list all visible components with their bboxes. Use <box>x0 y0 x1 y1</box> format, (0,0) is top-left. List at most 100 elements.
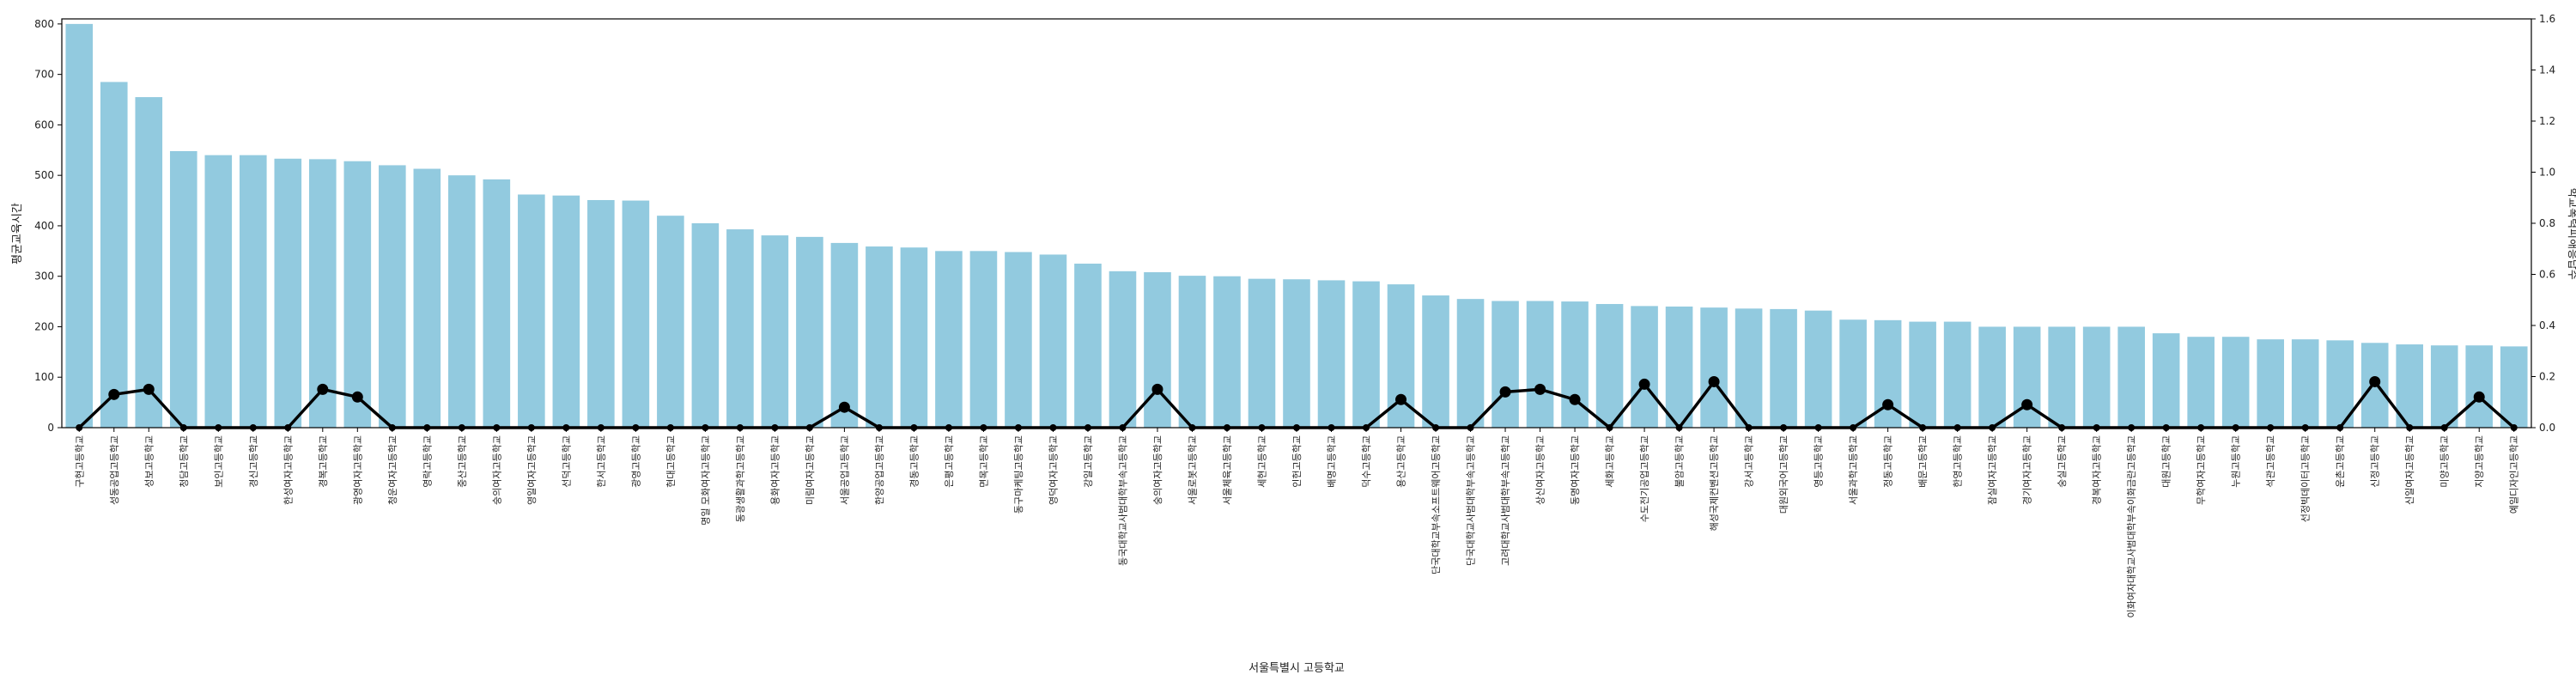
bar <box>2430 345 2458 428</box>
x-tick-label: 동국대학교사범대학부속고등학교 <box>1117 435 1128 566</box>
x-tick-label: 서울로봇고등학교 <box>1187 435 1198 505</box>
bar <box>1595 304 1624 428</box>
x-tick-label: 경신고등학교 <box>248 435 259 488</box>
x-tick-label: 미양고등학교 <box>2439 435 2451 488</box>
bar <box>1943 321 1971 428</box>
x-tick-label: 한양공업고등학교 <box>874 435 885 505</box>
bar <box>1178 276 1206 428</box>
bar <box>1526 301 1554 428</box>
bar <box>1909 321 1936 428</box>
bar <box>866 246 893 428</box>
bar <box>1283 279 1310 428</box>
line-point <box>1534 383 1546 395</box>
line-point <box>2021 398 2033 410</box>
y-right-tick-label: 1.0 <box>2539 167 2555 179</box>
bar <box>1978 326 2006 428</box>
line-point <box>317 383 329 395</box>
x-tick-label: 영등고등학교 <box>1814 435 1825 488</box>
line-point <box>1499 386 1511 398</box>
x-tick-label: 한서고등학교 <box>596 435 607 488</box>
x-tick-label: 용화여자고등학교 <box>769 435 781 505</box>
bar <box>2500 346 2528 428</box>
x-tick-label: 해성국제컨벤션고등학교 <box>1708 435 1720 531</box>
bar <box>969 251 998 428</box>
bar <box>1109 271 1137 428</box>
y-left-tick-label: 600 <box>34 119 54 131</box>
bar <box>2048 326 2075 428</box>
x-tick-label: 청운여자고등학교 <box>387 435 398 505</box>
bar <box>552 195 580 428</box>
line-point <box>2473 391 2485 403</box>
line-point <box>1569 393 1581 405</box>
bar <box>657 216 684 428</box>
y-left-tick-label: 200 <box>34 320 54 332</box>
bar <box>65 23 94 428</box>
bar <box>935 251 963 428</box>
bar <box>796 236 823 428</box>
y-left-tick-label: 500 <box>34 169 54 181</box>
y-right-tick-label: 1.4 <box>2539 64 2555 76</box>
x-tick-label: 구현고등학교 <box>74 435 85 488</box>
y-right-tick-label: 0.8 <box>2539 217 2555 229</box>
x-tick-label: 단국대학교사범대학부속고등학교 <box>1466 435 1477 566</box>
x-tick-label: 석관고등학교 <box>2265 435 2276 488</box>
x-tick-label: 서울공업고등학교 <box>839 435 850 505</box>
y-axis-label-left: 평균교육시간 <box>11 203 24 264</box>
bar <box>169 150 197 428</box>
x-tick-label: 정동고등학교 <box>1883 435 1894 488</box>
bar <box>1039 254 1067 428</box>
x-tick-label: 잠실여자고등학교 <box>1987 435 1998 505</box>
x-tick-label: 수도전기공업고등학교 <box>1639 435 1650 522</box>
x-tick-label: 은평고등학교 <box>944 435 955 488</box>
x-tick-label: 서울체육고등학교 <box>1222 435 1233 505</box>
y-left-tick-label: 100 <box>34 371 54 383</box>
y-left-tick-label: 700 <box>34 69 54 81</box>
y-right-tick-labels: 0.0 0.2 0.4 0.6 0.8 1.0 1.2 1.4 1.6 <box>2531 13 2555 434</box>
x-tick-label: 명일 모화여자고등학교 <box>699 435 711 526</box>
y-right-tick-label: 0.0 <box>2539 422 2555 434</box>
x-tick-label: 현대고등학교 <box>665 435 677 488</box>
bar <box>448 175 476 428</box>
bar <box>379 165 406 429</box>
x-tick-label: 예일디자인고등학교 <box>2508 435 2520 514</box>
x-axis-label: 서울특별시 고등학교 <box>1249 662 1345 675</box>
bar <box>309 159 337 428</box>
x-tick-label: 경기여자고등학교 <box>2022 435 2033 505</box>
x-tick-label: 선정빅데이터고등학교 <box>2300 435 2312 522</box>
bar <box>2187 337 2215 428</box>
x-tick-label: 미림여자고등학교 <box>805 435 816 505</box>
bar <box>1074 264 1102 428</box>
x-tick-label: 광영여자고등학교 <box>352 435 363 505</box>
bar <box>587 199 615 428</box>
line-point <box>1395 393 1407 405</box>
line-point <box>1708 375 1720 387</box>
x-tick-label: 영일여자고등학교 <box>526 435 538 505</box>
x-tick-label: 동명여자고등학교 <box>1570 435 1581 505</box>
bar <box>2082 326 2111 428</box>
x-tick-label: 대원고등학교 <box>2161 435 2172 488</box>
x-tick-label: 경복고등학교 <box>318 435 329 488</box>
y-right-tick-label: 1.6 <box>2539 13 2555 25</box>
x-tick-label: 경복여자고등학교 <box>2092 435 2103 505</box>
bar <box>100 82 128 428</box>
x-tick-label: 누원고등학교 <box>2231 435 2242 488</box>
y-left-tick-label: 400 <box>34 220 54 232</box>
x-tick-label: 상신여자고등학교 <box>1535 435 1546 505</box>
y-left-tick-label: 300 <box>34 271 54 283</box>
x-tick-label: 인헌고등학교 <box>1291 435 1303 488</box>
x-tick-labels: 구현고등학교 성동공업고등학교 성보고등학교 청담고등학교 보인고등학교 경신고등학교 한성… <box>74 428 2520 618</box>
x-tick-label: 중산고등학교 <box>457 435 468 488</box>
bar <box>1700 307 1728 428</box>
x-tick-label: 신일여자고등학교 <box>2403 435 2415 505</box>
y-right-tick-label: 0.6 <box>2539 269 2555 281</box>
bar <box>622 200 650 429</box>
x-tick-label: 광영고등학교 <box>630 435 641 488</box>
x-tick-label: 강일고등학교 <box>1082 435 1094 488</box>
bar <box>274 158 302 428</box>
bar <box>2291 339 2319 428</box>
x-tick-label: 성보고등학교 <box>143 435 155 488</box>
bar <box>518 194 545 428</box>
bar <box>726 229 754 428</box>
line-point <box>143 383 155 395</box>
bar <box>1456 299 1485 428</box>
